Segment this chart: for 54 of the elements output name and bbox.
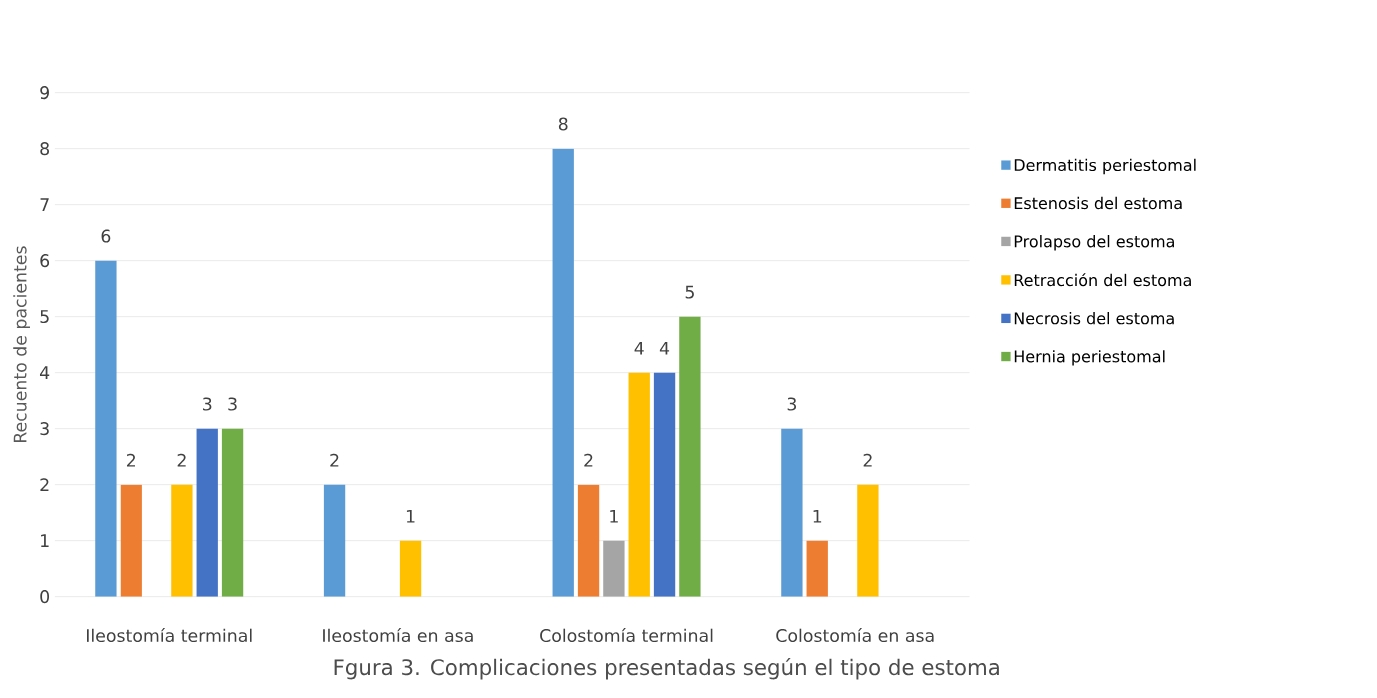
y-tick-label: 0 — [40, 590, 50, 604]
bar — [653, 372, 676, 597]
legend-label: Dermatitis periestomal — [1014, 158, 1196, 175]
data-label: 3 — [228, 397, 237, 411]
legend-label: Prolapso del estoma — [1014, 235, 1174, 251]
bar — [221, 428, 244, 597]
bar — [857, 484, 879, 597]
bar — [552, 148, 574, 597]
legend-label: Hernia periestomal — [1014, 350, 1165, 366]
data-label: 3 — [787, 397, 797, 411]
data-label: 2 — [863, 453, 872, 467]
data-label: 4 — [659, 341, 670, 355]
data-label: 8 — [558, 117, 568, 131]
y-tick-label: 3 — [40, 422, 49, 436]
bar — [603, 540, 625, 597]
data-label: 2 — [177, 453, 186, 467]
bar — [628, 372, 650, 597]
bar — [196, 428, 218, 597]
data-label: 2 — [330, 453, 339, 467]
y-tick-label: 2 — [40, 478, 49, 492]
bar — [323, 484, 346, 597]
bar — [171, 484, 193, 597]
data-label: 5 — [685, 285, 694, 299]
bar — [577, 484, 600, 597]
data-label: 6 — [101, 229, 111, 243]
data-label: 4 — [634, 341, 644, 355]
data-label: 1 — [406, 509, 415, 523]
y-tick-label: 6 — [40, 254, 50, 268]
data-label: 1 — [813, 509, 822, 523]
y-tick-label: 7 — [40, 198, 49, 211]
legend-label: Necrosis del estoma — [1014, 311, 1174, 325]
y-tick-label: 4 — [39, 366, 50, 379]
bar — [120, 484, 142, 597]
bar — [806, 540, 828, 597]
data-label: 2 — [584, 453, 593, 467]
legend-label: Estenosis del estoma — [1014, 196, 1182, 210]
data-label: 1 — [610, 509, 618, 523]
y-tick-label: 9 — [40, 86, 49, 100]
x-tick-label: Colostomía en asa — [776, 628, 934, 643]
x-tick-label: Ileostomía terminal — [86, 628, 252, 643]
y-tick-label: 8 — [40, 142, 49, 156]
bar — [95, 260, 117, 597]
data-label: 3 — [203, 397, 212, 411]
bar — [399, 540, 422, 597]
x-tick-label: Colostomía terminal — [540, 628, 713, 643]
bar — [781, 428, 803, 597]
y-tick-label: 5 — [40, 310, 49, 324]
legend-label: Retracción del estoma — [1014, 273, 1191, 287]
x-tick-label: Ileostomía en asa — [323, 628, 473, 643]
data-label: 2 — [126, 453, 135, 467]
y-axis-title: Recuento de pacientes — [13, 246, 30, 443]
bar — [679, 316, 701, 597]
y-tick-label: 1 — [41, 534, 49, 547]
text: Fgura 3. Complicaciones presentadas según el tipo de estoma — [334, 657, 999, 680]
